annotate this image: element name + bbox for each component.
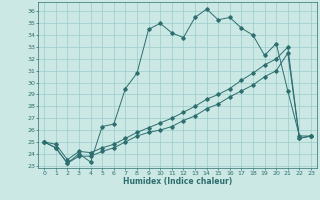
X-axis label: Humidex (Indice chaleur): Humidex (Indice chaleur) <box>123 177 232 186</box>
